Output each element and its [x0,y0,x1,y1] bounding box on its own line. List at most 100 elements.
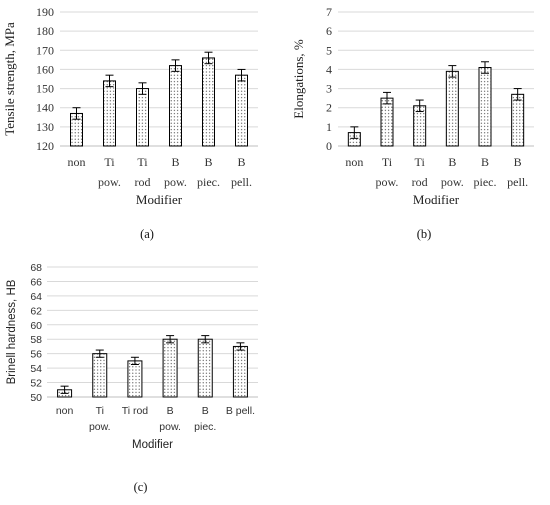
y-axis-label: Tensile strength, MPa [2,22,17,136]
y-tick-label: 5 [326,43,332,57]
y-tick-label: 1 [326,120,332,134]
brinell-hardness-chart: 50 52 54 56 58 60 62 64 66 68 non Ti pow. Ti rod Bpow.… [6,262,258,494]
y-tick-label: 3 [326,82,332,96]
error-bar [448,65,457,78]
y-tick-label: 62 [30,305,42,317]
x-tick-label: B [237,155,245,169]
y-tick-label: 6 [326,24,332,38]
bar [92,353,108,398]
error-bar [415,99,424,113]
error-bar [383,91,391,105]
panel-tag: (a) [140,227,154,241]
bar [169,65,182,147]
bar [232,345,248,398]
y-tick-label: 120 [36,139,54,153]
bar [136,88,149,147]
x-tick-label: piec. [194,421,216,433]
gridlines [47,266,258,398]
x-tick-label: Ti [104,155,115,169]
error-bar [166,335,175,344]
error-bar [138,82,147,95]
bar [103,80,116,147]
tensile-strength-chart: 120 130 140 150 160 170 180 190 non Ti pow. Ti rod Bp… [2,5,258,241]
error-bar [513,88,522,101]
x-tick-label: pow. [159,421,181,433]
x-axis-label: Modifier [413,192,460,207]
error-bar [171,59,180,72]
y-tick-label: 150 [36,82,54,96]
x-tick-label: pow. [98,175,121,189]
gridlines [338,11,534,147]
x-tick-label: non [68,155,86,169]
y-tick-label: 180 [36,24,54,38]
y-tick-label: 0 [326,139,332,153]
x-tick-label: pow. [164,175,187,189]
y-tick-label: 4 [326,62,332,76]
x-tick-label: Ti [96,405,104,417]
y-tick-label: 140 [36,101,54,115]
x-tick-label: Ti [415,155,426,169]
y-tick-label: 68 [30,262,42,274]
x-tick-label: B [448,155,456,169]
y-axis-label: Elongations, % [291,39,306,119]
error-bar [130,356,139,365]
x-tick-label: B [204,155,212,169]
x-tick-label: non [345,155,363,169]
x-tick-label: Ti [137,155,148,169]
y-tick-label: 7 [326,5,332,19]
x-tick-label: pow. [376,175,399,189]
y-axis-label: Brinell hardness, HB [6,279,18,384]
error-bar [105,74,114,88]
error-bar [95,349,104,358]
y-tick-label: 58 [30,334,42,346]
y-tick-label: 52 [30,378,42,390]
x-tick-label: pell. [507,175,528,189]
x-tick-label: pow. [89,421,111,433]
bar [235,74,248,147]
error-bar [350,126,359,139]
panel-tag: (c) [134,480,148,494]
error-bar [201,335,210,344]
x-tick-label: B [167,405,174,417]
bar [445,70,459,147]
x-tick-label: rod [412,175,428,189]
error-bar [481,61,489,74]
error-bar [237,68,246,82]
error-bar [72,107,81,120]
x-tick-label: B [171,155,179,169]
bar [202,57,215,147]
x-tick-label: pell. [231,175,252,189]
x-tick-label: piec. [474,175,497,189]
y-tick-label: 160 [36,62,54,76]
y-tick-label: 2 [326,101,332,115]
error-bar [204,51,213,65]
bar [478,67,492,147]
x-tick-label: pow. [441,175,464,189]
y-tick-label: 64 [30,291,42,303]
y-tick-label: 170 [36,43,54,57]
y-tick-label: 60 [30,320,42,332]
y-tick-label: 54 [30,363,42,375]
bar [511,93,525,147]
x-tick-label: piec. [197,175,220,189]
y-tick-label: 66 [30,276,42,288]
y-tick-label: 50 [30,392,42,404]
x-tick-label: non [56,405,74,417]
y-tick-label: 56 [30,349,42,361]
error-bar [60,385,69,394]
x-axis-label: Modifier [136,192,183,207]
y-tick-label: 190 [36,5,54,19]
x-tick-label: B [202,405,209,417]
x-tick-label: Ti [382,155,393,169]
x-axis-label: Modifier [132,439,173,451]
x-tick-label: B [514,155,522,169]
x-tick-label: Ti rod [122,405,149,417]
bar [162,338,178,398]
error-bar [236,342,245,351]
bar [127,360,143,398]
bar [380,97,394,147]
